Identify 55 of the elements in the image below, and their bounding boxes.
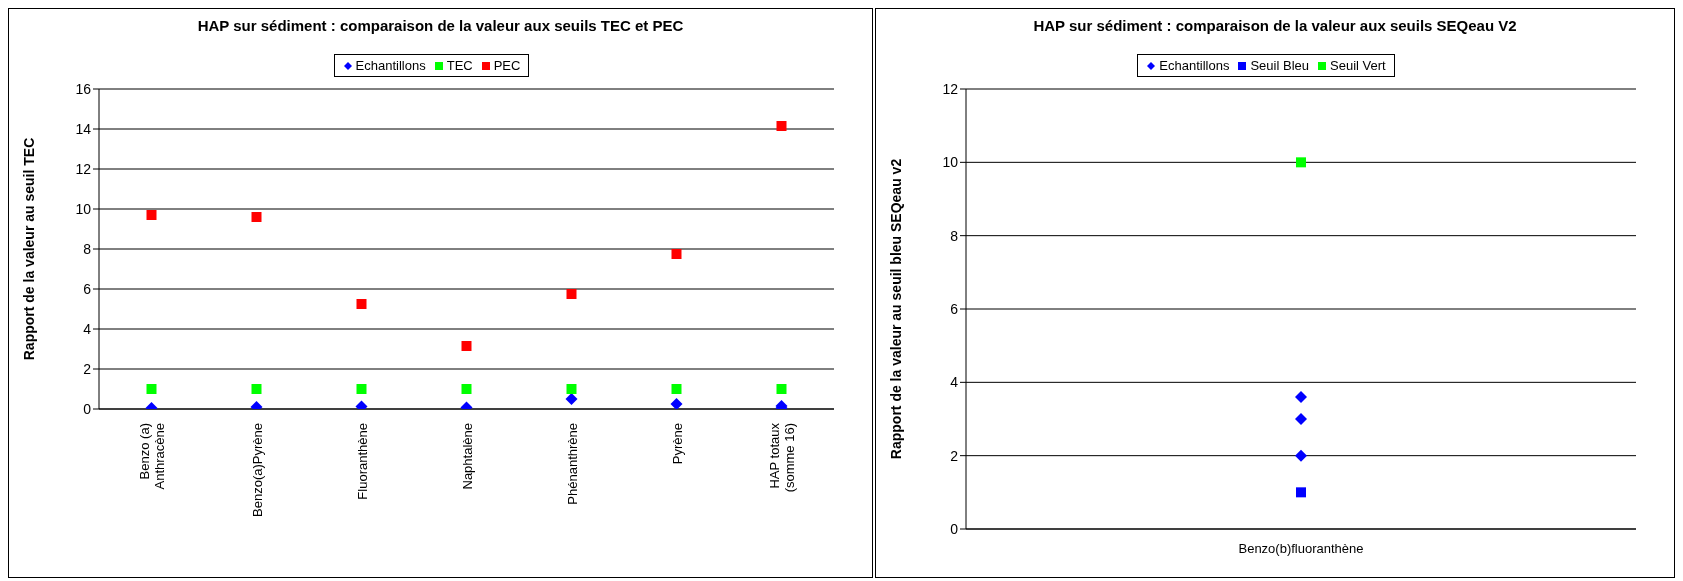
point	[251, 212, 262, 222]
y-tick-label: 4	[950, 374, 959, 391]
y-tick-label: 12	[942, 80, 959, 97]
legend-label: TEC	[445, 58, 473, 73]
x-tick-label: Benzo (a) Anthracène	[137, 423, 167, 490]
y-tick-label: 16	[75, 80, 92, 97]
x-tick-label: Naphtalène	[459, 423, 475, 490]
y-tick-label: 6	[83, 280, 92, 297]
point	[566, 289, 577, 299]
point	[146, 210, 157, 220]
point	[356, 384, 367, 394]
point	[356, 299, 367, 309]
x-tick-label: Phénanthrène	[564, 423, 580, 505]
x-tick-label: HAP totaux (somme 16)	[767, 422, 797, 493]
x-tick-label: Benzo(b)fluoranthène	[1238, 541, 1364, 556]
x-tick-label: Fluoranthène	[354, 423, 370, 500]
legend-label: PEC	[492, 58, 521, 73]
x-tick-label: Benzo(a)Pyrène	[249, 423, 265, 517]
y-tick-label: 10	[942, 154, 959, 171]
y-tick-label: 0	[950, 520, 959, 537]
point	[1296, 487, 1306, 498]
y-tick-label: 8	[950, 227, 959, 244]
y-tick-label: 4	[83, 320, 92, 337]
legend-label: Echantillons	[1158, 58, 1230, 73]
point	[1296, 157, 1306, 168]
point	[146, 384, 157, 394]
y-tick-label: 2	[83, 360, 92, 377]
y-tick-label: 14	[75, 120, 92, 137]
point	[1295, 413, 1307, 425]
y-tick-label: 8	[83, 240, 92, 257]
legend-label: Seuil Bleu	[1249, 58, 1309, 73]
point	[251, 384, 262, 394]
y-tick-label: 2	[950, 447, 959, 464]
y-tick-label: 0	[83, 400, 92, 417]
legend-label: Echantillons	[354, 58, 426, 73]
point	[670, 398, 683, 409]
point	[461, 384, 472, 394]
point	[671, 249, 682, 259]
point	[776, 384, 787, 394]
y-tick-label: 12	[75, 160, 92, 177]
y-tick-label: 10	[75, 200, 92, 217]
point	[1295, 391, 1307, 403]
point	[565, 393, 578, 405]
y-axis-title: Rapport de la valeur au seuil bleu SEQeau v2	[887, 158, 904, 460]
point	[461, 341, 472, 351]
point	[776, 121, 787, 131]
x-tick-label: Pyrène	[669, 423, 685, 465]
y-tick-label: 6	[950, 300, 959, 317]
legend-label: Seuil Vert	[1329, 58, 1386, 73]
point	[566, 384, 577, 394]
point	[671, 384, 682, 394]
chart-title: HAP sur sédiment : comparaison de la valeur aux seuils SEQeau V2	[1032, 17, 1518, 34]
chart-title: HAP sur sédiment : comparaison de la valeur aux seuils TEC et PEC	[196, 17, 685, 34]
y-axis-title: Rapport de la valeur au seuil TEC	[20, 137, 37, 361]
point	[1295, 449, 1307, 462]
